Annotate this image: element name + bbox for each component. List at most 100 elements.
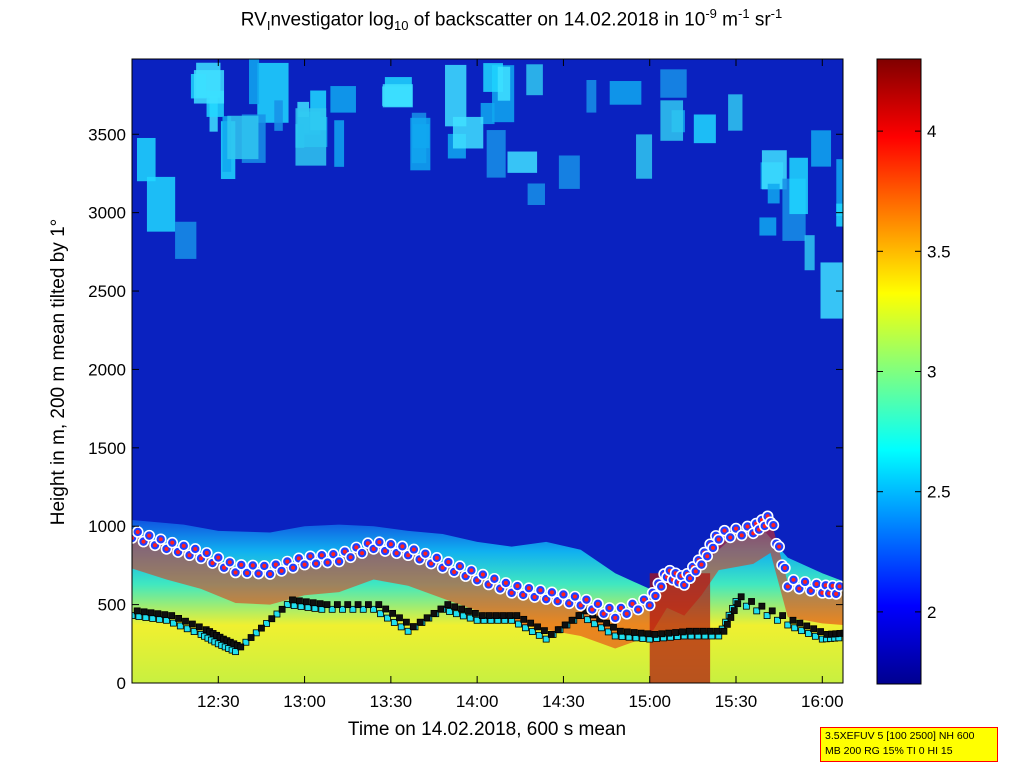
lower-layer-marker	[190, 628, 198, 635]
cloud-layer-marker-core	[834, 591, 839, 596]
colorbar-tick-label: 3.5	[927, 242, 951, 261]
lower-layer-marker-dark	[389, 609, 396, 617]
cloud-layer-marker-core	[782, 566, 787, 571]
cloud-layer-marker-core	[325, 560, 330, 565]
cloud-layer-marker-core	[659, 584, 664, 589]
aerosol-patch	[507, 151, 538, 173]
aerosol-patch	[789, 157, 808, 215]
cloud-layer-marker-core	[319, 553, 324, 558]
cloud-layer-marker-core	[181, 543, 186, 548]
cloud-layer-marker-core	[452, 569, 457, 574]
lower-layer-marker-dark	[182, 617, 189, 625]
cloud-layer-marker-core	[705, 554, 710, 559]
lower-layer-marker-dark	[316, 600, 324, 608]
lower-layer-marker	[611, 632, 619, 640]
title-sub-i: I	[266, 18, 271, 34]
chart-title: RVInvestigator log10 of backscatter on 1…	[0, 6, 1023, 33]
lower-layer-marker-dark	[803, 622, 811, 630]
cloud-layer-marker-core	[187, 553, 192, 558]
lower-layer-marker-dark	[810, 625, 818, 633]
lower-layer-marker	[805, 630, 812, 637]
lower-layer-marker-dark	[444, 601, 452, 609]
x-tick-label: 13:30	[370, 692, 413, 711]
lower-layer-marker-dark	[840, 629, 843, 637]
lower-layer-marker-dark	[568, 616, 576, 624]
cloud-layer-marker-core	[480, 572, 485, 577]
lower-layer-marker-dark	[409, 623, 417, 630]
lower-layer-marker-dark	[478, 612, 486, 619]
title-text-3: m	[716, 9, 738, 31]
aerosol-patch	[728, 94, 743, 131]
aerosol-patch	[767, 183, 780, 204]
lower-layer-marker	[753, 607, 761, 615]
aerosol-patch	[660, 69, 687, 98]
cloud-layer-marker-core	[245, 570, 250, 575]
lower-layer-marker	[446, 608, 453, 615]
lower-layer-marker-dark	[295, 597, 303, 605]
cloud-layer-marker-core	[348, 555, 353, 560]
cloud-layer-marker-core	[216, 555, 221, 560]
lower-layer-marker-dark	[289, 596, 296, 604]
lower-layer-marker-dark	[161, 611, 169, 619]
aerosol-patch	[486, 130, 506, 178]
cloud-layer-marker-core	[176, 550, 181, 555]
lower-layer-marker-dark	[561, 621, 569, 629]
colorbar-ticks: 2 2.5 3 3.5 4	[877, 122, 951, 622]
lower-layer-marker	[774, 616, 781, 624]
aerosol-patch	[759, 217, 777, 236]
lower-layer-marker-dark	[465, 607, 472, 615]
cloud-layer-marker-core	[153, 543, 158, 548]
cloud-layer-marker-core	[584, 597, 589, 602]
aerosol-patch	[609, 81, 642, 105]
cloud-layer-marker-core	[377, 540, 382, 545]
lower-layer-marker	[459, 612, 467, 620]
title-sup-m: -1	[738, 6, 750, 21]
cloud-layer-marker-core	[314, 561, 319, 566]
lower-layer-marker-dark	[603, 619, 610, 627]
lower-layer-marker-dark	[541, 627, 548, 635]
lower-layer-marker-dark	[499, 612, 507, 619]
cloud-layer-marker-core	[803, 579, 808, 584]
lower-layer-marker-dark	[616, 627, 624, 635]
lower-layer-marker	[397, 623, 405, 631]
cloud-layer-marker-core	[227, 560, 232, 565]
cloud-layer-marker-core	[526, 586, 531, 591]
lower-layer-marker-dark	[278, 605, 286, 613]
x-tick-label: 15:00	[628, 692, 671, 711]
title-text-4: sr	[749, 9, 771, 31]
lower-layer-marker-dark	[730, 607, 738, 614]
aerosol-patch	[193, 70, 225, 104]
title-text-1: nvestigator log	[270, 9, 395, 31]
y-tick-label: 0	[117, 674, 126, 693]
cloud-layer-marker-core	[233, 570, 238, 575]
lower-layer-marker-dark	[302, 598, 310, 606]
lower-layer-marker	[591, 620, 598, 628]
lower-layer-marker	[359, 605, 367, 613]
lower-layer-marker-dark	[416, 618, 424, 626]
lower-layer-marker-dark	[623, 628, 631, 636]
lower-layer-marker-dark	[133, 607, 141, 615]
lower-layer-marker	[791, 624, 799, 632]
cloud-layer-marker-core	[446, 560, 451, 565]
aerosol-patch	[836, 203, 843, 227]
lower-layer-marker-dark	[237, 643, 245, 651]
lower-layer-marker-dark	[140, 608, 148, 616]
cloud-layer-marker-core	[785, 584, 790, 589]
lower-layer-marker-dark	[737, 593, 745, 601]
aerosol-patch	[586, 80, 597, 113]
lower-layer-marker-dark	[817, 628, 824, 635]
y-tick-label: 1000	[88, 517, 126, 536]
y-tick-label: 2000	[88, 360, 126, 379]
lower-layer-marker-dark	[396, 614, 403, 622]
lower-layer-marker-dark	[485, 612, 493, 619]
y-tick-label: 3500	[88, 125, 126, 144]
cloud-layer-marker-core	[204, 550, 209, 555]
aerosol-patch	[636, 134, 653, 179]
aerosol-patch	[136, 137, 156, 182]
aerosol-patch	[146, 176, 176, 232]
lower-layer-marker	[349, 605, 357, 613]
cloud-layer-marker-core	[739, 533, 744, 538]
lower-layer-marker	[597, 624, 605, 632]
cloud-layer-marker-core	[383, 549, 388, 554]
